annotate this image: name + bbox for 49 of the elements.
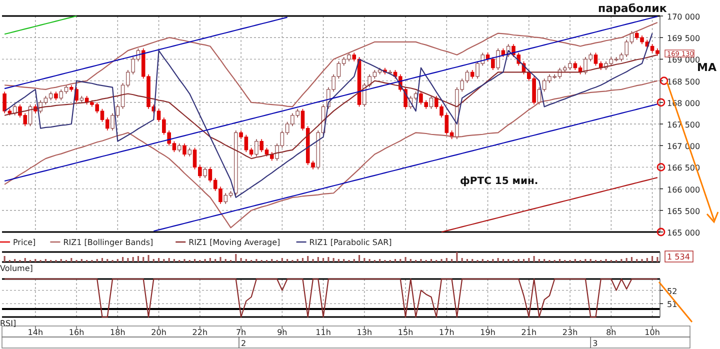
line-series [4,16,288,90]
candlestick [429,96,434,110]
legend-label: RIZ1 [Bollinger Bands] [63,238,154,247]
text: МА [697,61,717,74]
text: Volume] [0,264,33,273]
line-series [4,15,78,35]
candlestick [254,138,258,157]
text: 3 [592,339,598,348]
x-tick-label: 14h [28,328,44,337]
legend-label: RIZ1 [Moving Average] [188,238,280,247]
x-tick-label: 17h [439,328,454,337]
line-series [4,32,653,198]
x-tick-label: 20h [151,328,166,337]
y-tick-label: 169 500 [667,34,700,44]
y-tick-label: 170 000 [667,12,700,22]
text: RSI] [0,319,16,328]
legend-label: Price] [13,238,36,247]
x-tick-label: 21h [521,328,537,337]
x-tick-label: 13h [356,328,372,337]
candlestick [203,166,207,178]
x-tick-label: 16h [68,328,84,337]
annotation: фРТС 15 мин. [460,176,538,187]
candlestick [12,104,17,116]
text: параболик [598,2,668,15]
line-series [440,177,658,233]
line-series [4,80,658,228]
text: 1 534 [667,252,690,262]
x-tick-label: 22h [192,328,208,337]
x-tick-label: 19h [480,328,496,337]
candlestick [491,56,495,70]
line-series [4,278,658,318]
y-tick-label: 52 [667,286,678,296]
legend-label: RIZ1 [Parabolic SAR] [309,238,392,247]
candlestick [182,143,186,157]
y-tick-label: 165 000 [667,228,700,238]
x-tick-label: 10h [644,328,660,337]
line-series [4,22,658,108]
y-tick-label: 165 500 [667,206,700,216]
y-tick-label: 166 000 [667,185,700,194]
x-tick-label: 8h [606,328,616,337]
text: 2 [240,339,246,348]
x-tick-label: 9h [277,328,288,337]
candlestick [496,48,500,70]
x-tick-label: 11h [316,328,331,337]
y-tick-label: 51 [667,300,678,310]
x-tick-label: 7h [236,328,246,337]
x-tick-label: 15h [398,328,414,337]
x-tick-label: 23h [562,328,578,337]
x-tick-label: 18h [110,328,126,337]
